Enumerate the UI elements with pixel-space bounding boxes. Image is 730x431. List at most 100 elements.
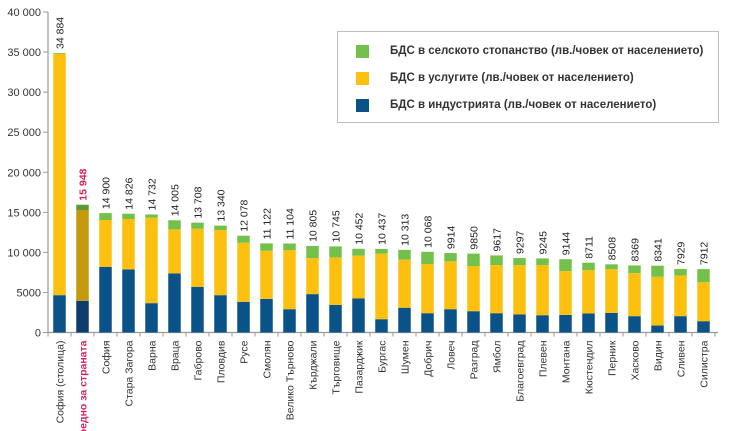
total-value-label: 8508 — [607, 237, 619, 261]
bar-agriculture — [329, 246, 342, 258]
bar-industry — [76, 300, 89, 333]
category-label: Пазарджик — [354, 340, 366, 394]
bar-industry — [467, 311, 480, 333]
bar-services — [536, 265, 549, 316]
legend-item-industry: БДС в индустрията (лв./човек от населени… — [356, 97, 656, 113]
legend-label-industry: БДС в индустрията (лв./човек от населени… — [390, 99, 657, 111]
category-label: София (столица) — [55, 341, 67, 424]
labels: 34 884 София (столица) 15 948 средно за стр… — [55, 17, 711, 431]
bars — [53, 52, 710, 333]
total-value-label: 8369 — [630, 238, 642, 262]
bar-agriculture — [76, 204, 89, 210]
y-tick-label: 25 000 — [7, 127, 41, 139]
total-value-label: 14 900 — [101, 177, 113, 209]
bar-services — [490, 265, 503, 314]
legend-label-agriculture: БДС в селското стопанство (лв./човек от … — [390, 45, 704, 57]
bar-services — [214, 230, 227, 296]
y-tick-label: 35 000 — [7, 47, 41, 59]
total-value-label: 9297 — [515, 230, 527, 254]
bar-agriculture — [490, 255, 503, 266]
total-value-label: 9850 — [469, 226, 481, 250]
bar-agriculture — [306, 245, 319, 259]
bar-industry — [352, 298, 365, 333]
bar-industry — [490, 313, 503, 333]
bar-agriculture — [375, 248, 388, 254]
category-label: Враца — [170, 340, 182, 371]
legend-item-services: БДС в услугите (лв./човек от населението… — [356, 70, 634, 86]
bar-agriculture — [559, 259, 572, 272]
legend-label-services: БДС в услугите (лв./човек от населението… — [390, 72, 634, 84]
category-label: Добрич — [423, 341, 435, 377]
category-label: средно за страната — [78, 340, 90, 431]
bar-industry — [329, 304, 342, 333]
total-value-label: 7912 — [699, 242, 711, 266]
bar-agriculture — [651, 265, 664, 277]
y-tick-label: 5000 — [17, 287, 41, 299]
y-tick-label: 40 000 — [7, 7, 41, 19]
bar-agriculture — [283, 243, 296, 251]
category-label: Монтана — [561, 340, 573, 383]
category-label: Смолян — [262, 340, 274, 378]
y-tick-label: 0 — [35, 328, 41, 340]
category-label: Стара Загора — [124, 340, 136, 406]
bar-industry — [421, 313, 434, 333]
bar-industry — [697, 321, 710, 333]
bar-industry — [53, 295, 66, 333]
total-value-label: 12 078 — [239, 199, 251, 231]
bar-services — [352, 255, 365, 299]
bar-services — [674, 275, 687, 317]
bar-industry — [628, 316, 641, 333]
total-value-label: 14 732 — [147, 178, 159, 210]
bar-agriculture — [145, 214, 158, 218]
bar-services — [375, 253, 388, 320]
y-tick-label: 10 000 — [7, 247, 41, 259]
bar-services — [329, 257, 342, 305]
category-label: Ямбол — [492, 341, 504, 373]
bar-agriculture — [191, 222, 204, 229]
bar-industry — [283, 309, 296, 333]
bar-services — [191, 228, 204, 287]
bar-industry — [582, 313, 595, 333]
bar-agriculture — [122, 213, 135, 220]
bar-services — [605, 269, 618, 313]
bar-agriculture — [444, 253, 457, 262]
bar-services — [168, 229, 181, 274]
category-label: Шумен — [400, 340, 412, 374]
category-label: Варна — [147, 340, 159, 370]
total-value-label: 14 826 — [124, 177, 136, 209]
bar-industry — [122, 269, 135, 333]
bar-industry — [398, 307, 411, 333]
category-label: Бургас — [377, 341, 389, 373]
category-label: Перник — [607, 340, 619, 376]
bar-agriculture — [513, 258, 526, 266]
bar-industry — [168, 273, 181, 333]
bar-services — [283, 250, 296, 310]
bar-services — [697, 282, 710, 322]
bar-services — [559, 271, 572, 315]
bar-services — [145, 217, 158, 304]
bar-agriculture — [628, 265, 641, 274]
bar-agriculture — [467, 253, 480, 267]
total-value-label: 9144 — [561, 232, 573, 256]
bar-services — [237, 242, 250, 302]
total-value-label: 10 745 — [331, 210, 343, 242]
legend-swatch-industry — [356, 98, 369, 112]
bar-industry — [559, 314, 572, 333]
bar-industry — [513, 314, 526, 333]
bar-industry — [306, 294, 319, 333]
bar-services — [444, 261, 457, 310]
total-value-label: 8711 — [584, 236, 596, 259]
bar-industry — [145, 303, 158, 333]
total-value-label: 9914 — [446, 226, 458, 250]
bar-industry — [214, 295, 227, 333]
bar-services — [76, 209, 89, 301]
bar-industry — [651, 325, 664, 333]
y-tick-label: 30 000 — [7, 87, 41, 99]
total-value-label: 10 068 — [423, 216, 435, 248]
bar-agriculture — [168, 220, 181, 230]
bar-agriculture — [53, 52, 66, 54]
total-value-label: 10 452 — [354, 212, 366, 244]
category-label: Търговище — [331, 340, 343, 394]
bar-services — [398, 259, 411, 308]
